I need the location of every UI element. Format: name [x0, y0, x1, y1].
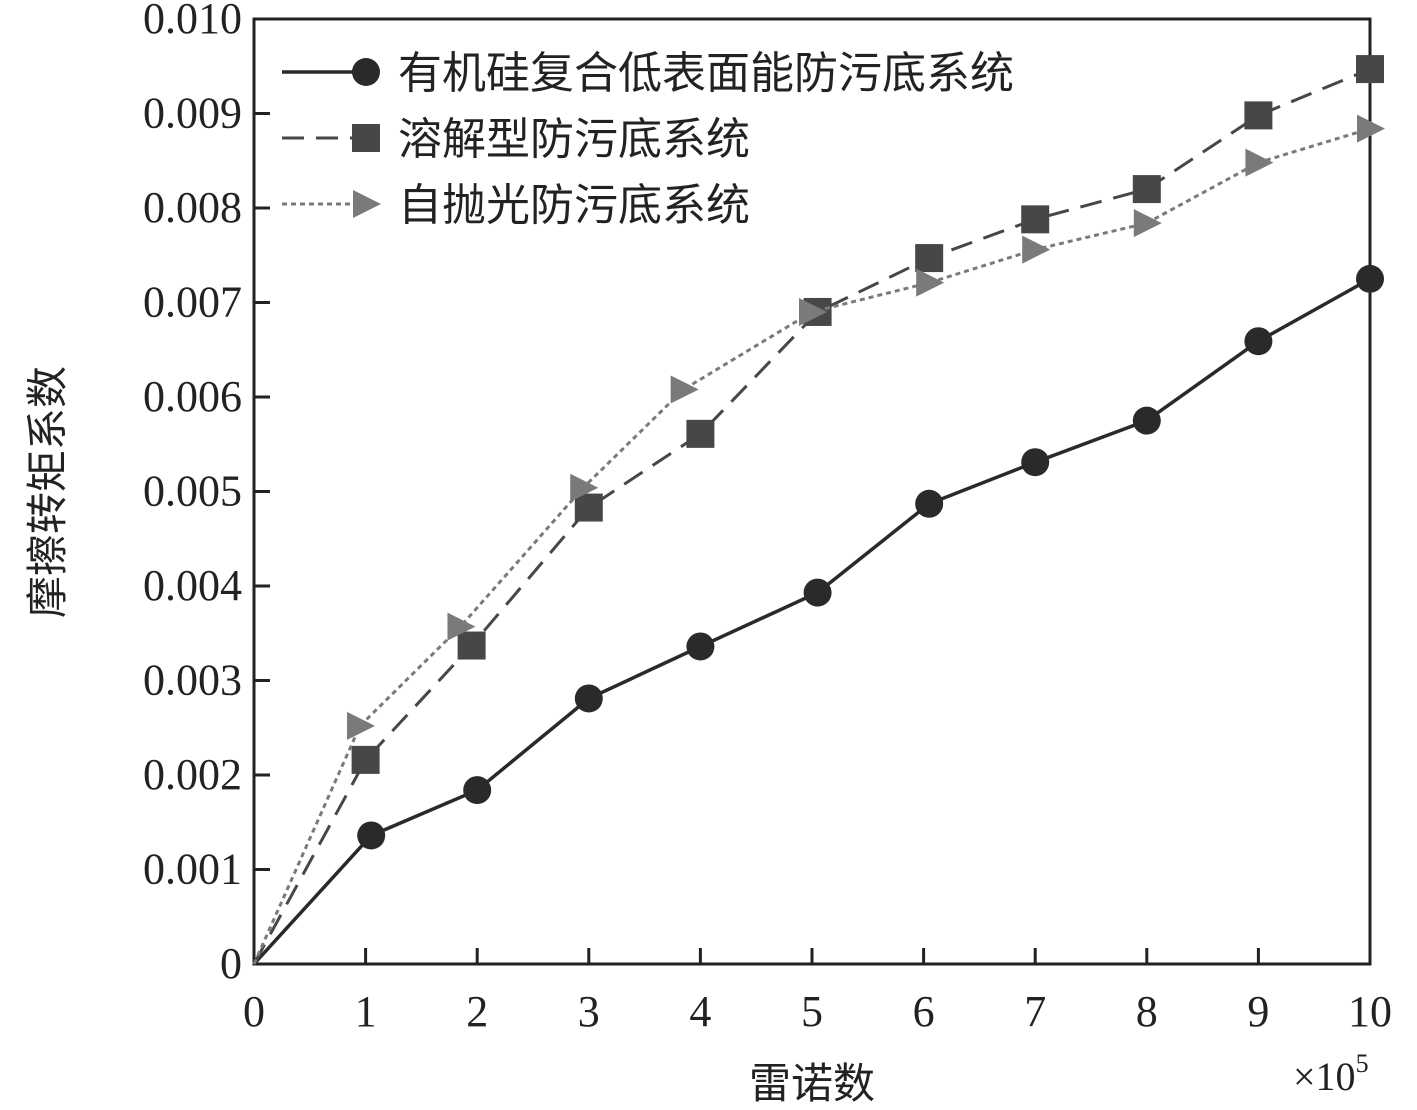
y-tick-label: 0.008: [143, 183, 242, 232]
data-point: [347, 711, 376, 740]
data-point: [1245, 148, 1274, 177]
y-tick-label: 0.005: [143, 467, 242, 516]
legend-marker: [353, 190, 381, 218]
data-point: [463, 776, 492, 805]
y-tick-label: 0.006: [143, 372, 242, 421]
series-square: [252, 55, 1384, 965]
y-axis: 0 0.001 0.002 0.003 0.004 0.005 0.006 0.007 0.00…: [143, 0, 270, 988]
x-tick-label: 5: [801, 987, 823, 1036]
x-tick-label: 9: [1247, 987, 1269, 1036]
series-line: [252, 277, 1371, 966]
data-point: [1356, 55, 1384, 84]
y-tick-label: 0.004: [143, 561, 242, 610]
data-point: [803, 578, 832, 607]
data-point: [574, 684, 603, 713]
y-tick-label: 0.003: [143, 656, 242, 705]
data-point: [686, 632, 715, 661]
x-tick-label: 10: [1348, 987, 1392, 1036]
series-triangle-right: [252, 114, 1385, 965]
data-point: [447, 612, 476, 641]
x-tick-label: 4: [689, 987, 711, 1036]
data-point: [1022, 235, 1051, 264]
y-tick-label: 0.007: [143, 278, 242, 327]
y-tick-label: 0.009: [143, 89, 242, 138]
data-point: [1132, 406, 1161, 435]
legend-label: 有机硅复合低表面能防污底系统: [398, 48, 1014, 99]
x-multiplier-base: ×10: [1293, 1054, 1356, 1099]
data-point: [1244, 101, 1273, 130]
data-point: [1132, 175, 1161, 204]
y-axis-title: 摩擦转矩系数: [23, 366, 72, 618]
data-point: [915, 244, 944, 273]
x-tick-label: 7: [1024, 987, 1046, 1036]
x-tick-label: 6: [913, 987, 935, 1036]
data-point: [1356, 264, 1384, 293]
x-tick-label: 8: [1136, 987, 1158, 1036]
series-line: [252, 127, 1371, 965]
x-tick-label: 0: [243, 987, 265, 1036]
legend-marker: [352, 124, 380, 152]
x-multiplier-exponent: 5: [1356, 1049, 1369, 1078]
series-line: [252, 67, 1371, 965]
data-point: [1021, 448, 1050, 477]
x-tick-label: 2: [466, 987, 488, 1036]
x-axis: 0 1 2 3 4 5 6 7 8 9 10: [243, 948, 1392, 1036]
series-circle: [252, 264, 1384, 966]
legend-marker: [352, 58, 380, 86]
data-point: [1244, 327, 1273, 356]
data-point: [670, 375, 699, 404]
y-tick-label: 0: [220, 939, 242, 988]
x-tick-label: 1: [355, 987, 377, 1036]
data-point: [1357, 114, 1385, 143]
legend-label: 自抛光防污底系统: [398, 180, 750, 231]
data-point: [570, 473, 599, 502]
data-point: [799, 297, 827, 326]
data-point: [686, 419, 715, 448]
x-axis-title: 雷诺数: [749, 1059, 875, 1108]
x-multiplier-label: ×105: [1293, 1049, 1369, 1099]
y-tick-label: 0.001: [143, 845, 242, 894]
data-point: [1133, 209, 1162, 238]
series-layer: [252, 55, 1385, 966]
data-point: [916, 268, 945, 297]
y-tick-label: 0.002: [143, 750, 242, 799]
data-point: [357, 821, 386, 850]
y-tick-label: 0.010: [143, 0, 242, 43]
data-point: [915, 489, 944, 518]
x-tick-label: 3: [578, 987, 600, 1036]
data-point: [574, 493, 603, 522]
legend-label: 溶解型防污底系统: [398, 114, 750, 165]
data-point: [1021, 205, 1050, 234]
data-point: [351, 745, 380, 774]
data-point: [457, 631, 486, 660]
